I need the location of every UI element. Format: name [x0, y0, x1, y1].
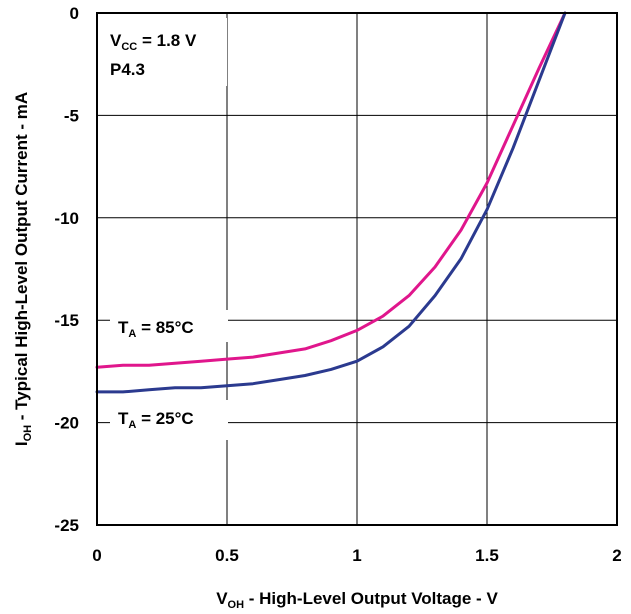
x-tick-label: 0	[92, 546, 101, 565]
t85-label: TA = 85°C	[118, 318, 194, 340]
grid-lines	[97, 13, 617, 525]
y-tick-label: -20	[54, 414, 79, 433]
x-axis-title: VOH - High-Level Output Voltage - V	[216, 589, 498, 611]
t85-label-bg	[110, 310, 228, 342]
series-line	[95, 11, 567, 394]
vcc-label: VCC = 1.8 V	[110, 31, 197, 53]
series-group	[95, 11, 567, 394]
y-axis-title: IOH - Typical High-Level Output Current …	[12, 92, 34, 446]
x-tick-label: 0.5	[215, 546, 239, 565]
vcc-label-bg	[105, 18, 227, 86]
t25-label: TA = 25°C	[118, 409, 194, 431]
y-tick-label: 0	[70, 4, 79, 23]
y-tick-label: -5	[64, 106, 79, 125]
t25-label-bg	[110, 400, 228, 440]
y-tick-label: -15	[54, 311, 79, 330]
y-tick-label: -10	[54, 209, 79, 228]
x-tick-label: 1.5	[475, 546, 499, 565]
pin-label: P4.3	[110, 60, 145, 79]
y-tick-label: -25	[54, 516, 79, 535]
plot-frame	[96, 12, 618, 526]
series-line	[95, 11, 567, 369]
tick-labels: 0 0.5 1 1.5 2 0 -5 -10 -15 -20 -25	[54, 4, 621, 565]
x-tick-label: 2	[612, 546, 621, 565]
x-tick-label: 1	[352, 546, 361, 565]
